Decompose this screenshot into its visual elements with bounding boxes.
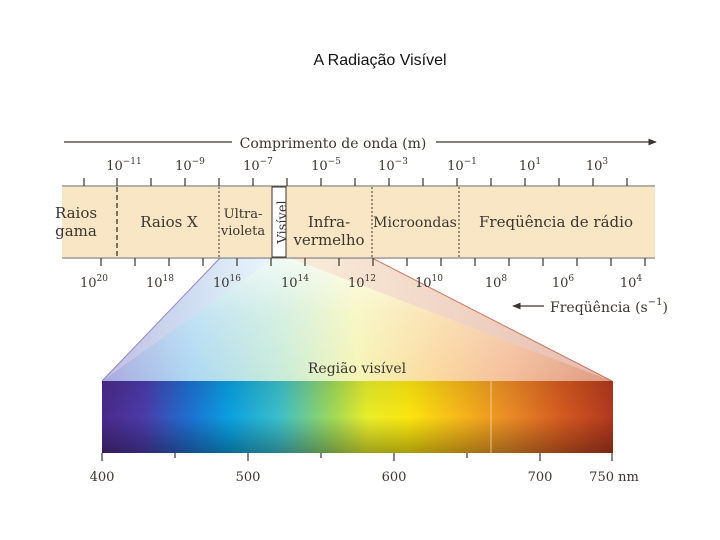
visible-tick-label: 700 — [528, 470, 553, 485]
wavelength-tick-label: 10−9 — [175, 157, 205, 174]
frequency-tick-labels: 1020 1018 1016 1014 1012 1010 108 106 10… — [80, 274, 642, 291]
frequency-tick-label: 1010 — [415, 274, 443, 291]
region-label-uv-line2: violeta — [220, 224, 265, 239]
wavelength-tick-label: 10−3 — [378, 157, 408, 174]
wavelength-axis-label: Comprimento de onda (m) — [240, 136, 427, 152]
frequency-tick-label: 1018 — [146, 274, 174, 291]
wavelength-tick-label: 103 — [586, 157, 609, 174]
frequency-axis-label: Freqüência (s−1) — [550, 297, 668, 316]
region-label-ir-line2: vermelho — [292, 231, 364, 249]
frequency-tick-label: 106 — [552, 274, 575, 291]
wavelength-tick-label: 10−11 — [106, 157, 142, 174]
frequency-tick-marks — [100, 258, 646, 266]
fan-edge-right — [371, 257, 613, 382]
visible-fan-fade — [102, 258, 612, 381]
visible-tick-label: 600 — [382, 470, 407, 485]
ir-wedge — [290, 258, 612, 381]
region-label-visible: Visível — [276, 200, 291, 244]
frequency-tick-label: 1020 — [80, 274, 108, 291]
region-label-gamma-line2: gama — [55, 222, 97, 240]
region-label-radio: Freqüência de rádio — [479, 213, 633, 231]
frequency-tick-label: 104 — [620, 274, 643, 291]
wavelength-tick-marks — [83, 178, 628, 186]
frequency-tick-label: 1012 — [348, 274, 376, 291]
visible-tick-label: 500 — [236, 470, 261, 485]
spectrum-band — [62, 187, 655, 257]
visible-region-label: Região visível — [308, 361, 407, 377]
uv-wedge — [102, 258, 274, 381]
wavelength-tick-labels: 10−11 10−9 10−7 10−5 10−3 10−1 101 103 — [106, 157, 608, 174]
visible-tick-label: 750 nm — [589, 470, 639, 485]
visible-tick-marks — [101, 453, 613, 461]
region-label-uv-line1: Ultra- — [224, 207, 263, 222]
spectrum-shading — [102, 381, 613, 453]
wavelength-tick-label: 101 — [519, 157, 541, 174]
wavelength-tick-label: 10−5 — [311, 157, 341, 174]
visible-strip — [271, 186, 287, 258]
wavelength-tick-label: 10−1 — [447, 157, 477, 174]
frequency-tick-label: 108 — [485, 274, 508, 291]
page-title: A Radiação Visível — [313, 52, 447, 69]
region-label-gamma-line1: Raios — [55, 204, 97, 222]
region-label-ir-line1: Infra- — [308, 213, 350, 231]
region-label-microwave: Microondas — [373, 215, 457, 231]
frequency-tick-label: 1014 — [281, 274, 309, 291]
region-label-xray: Raios X — [140, 213, 198, 231]
fan-edge-left — [101, 257, 221, 382]
frequency-tick-label: 1016 — [213, 274, 241, 291]
wavelength-tick-label: 10−7 — [243, 157, 273, 174]
visible-tick-label: 400 — [90, 470, 115, 485]
